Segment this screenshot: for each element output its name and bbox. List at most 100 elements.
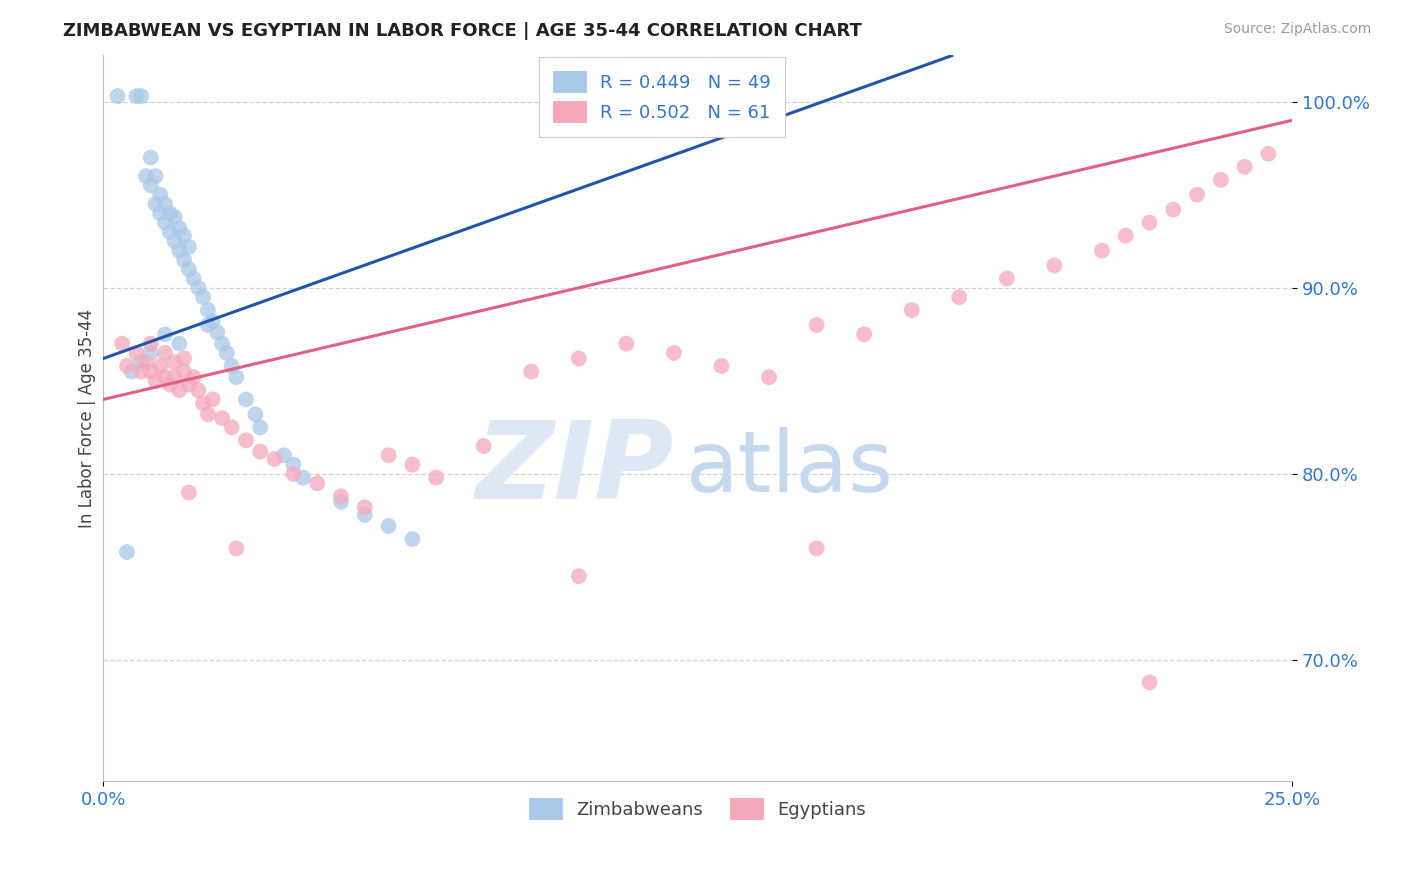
- Point: [283, 467, 305, 481]
- Point: [129, 355, 152, 369]
- Point: [191, 290, 214, 304]
- Y-axis label: In Labor Force | Age 35-44: In Labor Force | Age 35-44: [79, 309, 96, 528]
- Point: [568, 351, 591, 366]
- Point: [121, 365, 143, 379]
- Point: [177, 485, 200, 500]
- Point: [149, 359, 172, 373]
- Text: Source: ZipAtlas.com: Source: ZipAtlas.com: [1223, 22, 1371, 37]
- Point: [191, 396, 214, 410]
- Point: [159, 206, 181, 220]
- Point: [145, 197, 167, 211]
- Point: [900, 303, 922, 318]
- Point: [163, 370, 186, 384]
- Point: [221, 420, 243, 434]
- Point: [187, 281, 209, 295]
- Point: [149, 206, 172, 220]
- Point: [173, 351, 195, 366]
- Point: [197, 318, 219, 332]
- Point: [173, 228, 195, 243]
- Point: [197, 303, 219, 318]
- Point: [1091, 244, 1114, 258]
- Point: [401, 532, 423, 546]
- Point: [139, 365, 162, 379]
- Point: [173, 252, 195, 267]
- Point: [169, 221, 191, 235]
- Point: [1115, 228, 1137, 243]
- Point: [139, 346, 162, 360]
- Point: [330, 489, 353, 503]
- Point: [129, 365, 152, 379]
- Point: [245, 408, 267, 422]
- Point: [353, 500, 375, 515]
- Point: [1043, 259, 1066, 273]
- Point: [149, 187, 172, 202]
- Text: atlas: atlas: [686, 427, 894, 510]
- Point: [153, 370, 176, 384]
- Point: [153, 216, 176, 230]
- Point: [221, 359, 243, 373]
- Point: [353, 508, 375, 522]
- Point: [135, 355, 157, 369]
- Point: [145, 374, 167, 388]
- Point: [995, 271, 1018, 285]
- Point: [107, 89, 129, 103]
- Point: [153, 346, 176, 360]
- Point: [377, 448, 399, 462]
- Point: [183, 271, 205, 285]
- Point: [135, 169, 157, 183]
- Point: [520, 365, 543, 379]
- Point: [159, 377, 181, 392]
- Point: [187, 383, 209, 397]
- Point: [163, 210, 186, 224]
- Point: [197, 408, 219, 422]
- Point: [1139, 216, 1161, 230]
- Point: [211, 336, 233, 351]
- Point: [153, 327, 176, 342]
- Point: [211, 411, 233, 425]
- Point: [853, 327, 876, 342]
- Point: [283, 458, 305, 472]
- Point: [207, 326, 229, 340]
- Point: [115, 359, 138, 373]
- Point: [139, 151, 162, 165]
- Point: [758, 370, 780, 384]
- Point: [225, 370, 247, 384]
- Point: [249, 420, 271, 434]
- Point: [568, 569, 591, 583]
- Point: [425, 470, 447, 484]
- Point: [472, 439, 495, 453]
- Point: [177, 377, 200, 392]
- Point: [710, 359, 733, 373]
- Point: [806, 318, 828, 332]
- Point: [163, 234, 186, 248]
- Legend: Zimbabweans, Egyptians: Zimbabweans, Egyptians: [522, 791, 873, 826]
- Point: [377, 519, 399, 533]
- Point: [173, 365, 195, 379]
- Point: [273, 448, 295, 462]
- Point: [129, 89, 152, 103]
- Point: [139, 178, 162, 193]
- Point: [235, 392, 257, 407]
- Point: [249, 444, 271, 458]
- Point: [201, 392, 224, 407]
- Point: [614, 336, 637, 351]
- Point: [1185, 187, 1208, 202]
- Point: [125, 89, 148, 103]
- Point: [235, 434, 257, 448]
- Point: [225, 541, 247, 556]
- Point: [125, 346, 148, 360]
- Point: [1257, 146, 1279, 161]
- Point: [1161, 202, 1184, 217]
- Text: ZIMBABWEAN VS EGYPTIAN IN LABOR FORCE | AGE 35-44 CORRELATION CHART: ZIMBABWEAN VS EGYPTIAN IN LABOR FORCE | …: [63, 22, 862, 40]
- Point: [169, 244, 191, 258]
- Point: [115, 545, 138, 559]
- Point: [153, 197, 176, 211]
- Point: [291, 470, 314, 484]
- Point: [177, 240, 200, 254]
- Point: [169, 336, 191, 351]
- Point: [662, 346, 685, 360]
- Point: [145, 169, 167, 183]
- Point: [1233, 160, 1256, 174]
- Point: [183, 370, 205, 384]
- Point: [806, 541, 828, 556]
